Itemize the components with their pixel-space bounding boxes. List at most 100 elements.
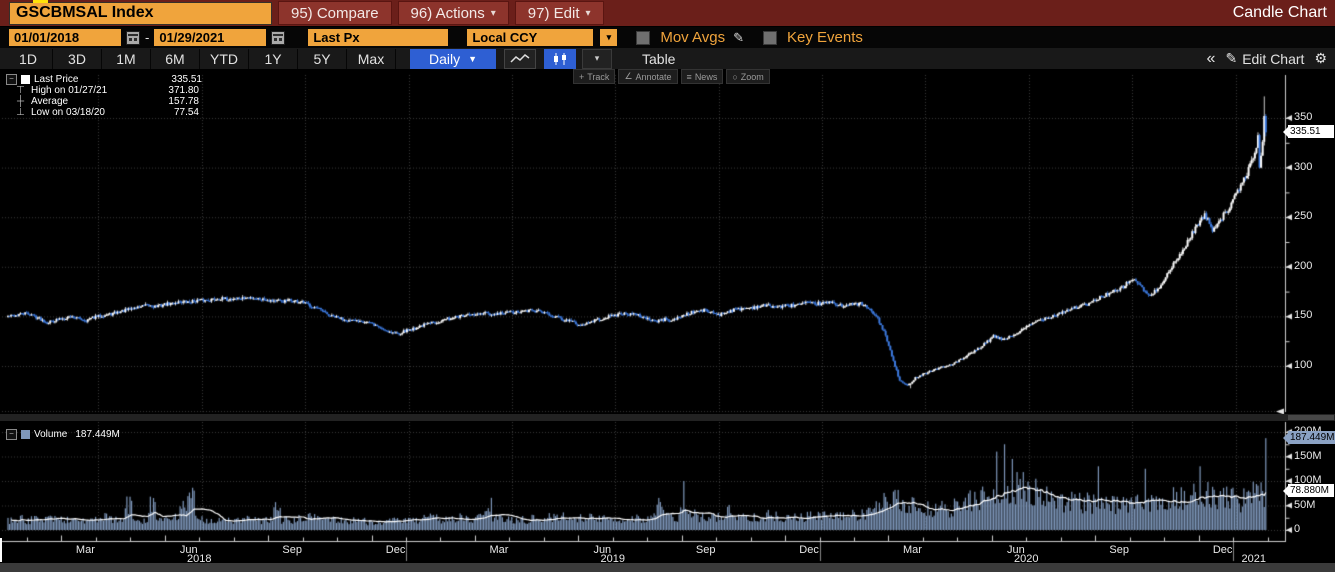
cursor-tick [33, 0, 48, 3]
table-button[interactable]: Table [642, 50, 676, 67]
range-button-ytd[interactable]: YTD [200, 48, 249, 69]
magnifier-icon: ○ [732, 71, 738, 82]
price-tick-label: 150 [1294, 309, 1313, 322]
gear-icon[interactable]: ⚙ [1314, 50, 1327, 66]
chevron-down-icon: ▾ [490, 7, 496, 19]
mov-avgs-checkbox[interactable] [636, 30, 651, 45]
range-button-3d[interactable]: 3D [53, 48, 102, 69]
candle-chart-icon [554, 52, 566, 65]
edit-label: 97) Edit [527, 4, 580, 22]
line-chart-icon [510, 53, 530, 63]
zoom-button[interactable]: ○ Zoom [726, 69, 770, 84]
news-button[interactable]: ≡ News [680, 69, 724, 84]
currency-dropdown-button[interactable]: ▾ [600, 29, 618, 46]
pencil-icon: ✎ [1225, 50, 1238, 66]
line-chart-type-button[interactable] [504, 48, 536, 69]
currency-field[interactable]: Local CCY [467, 29, 594, 46]
range-button-6m[interactable]: 6M [151, 48, 200, 69]
volume-tick-label: 100M [1294, 474, 1322, 486]
edit-button[interactable]: 97) Edit ▾ [514, 1, 604, 25]
calendar-icon[interactable] [126, 30, 140, 45]
ticker-input[interactable]: GSCBMSAL Index [9, 1, 272, 25]
low-marker-icon: ⊥ [16, 107, 25, 118]
volume-label: Volume [34, 429, 68, 440]
news-label: News [694, 71, 718, 82]
date-range-separator: - [145, 30, 150, 45]
pane-separator[interactable] [0, 414, 1335, 421]
last-price-swatch [21, 75, 30, 84]
month-tick-label: Jun [179, 544, 198, 556]
ticker-text: GSCBMSAL Index [16, 4, 154, 21]
security-field[interactable]: Last Px [308, 29, 449, 46]
legend-expander-icon[interactable]: − [6, 429, 17, 440]
month-tick-label: Mar [902, 544, 922, 556]
legend-value: 371.80 [168, 85, 199, 96]
month-tick-label: Jun [593, 544, 612, 556]
range-button-1d[interactable]: 1D [4, 48, 53, 69]
status-strip [0, 563, 1335, 572]
key-events-checkbox[interactable] [763, 30, 778, 45]
compare-label: 95) Compare [291, 4, 379, 22]
chevron-down-icon: ▾ [606, 32, 612, 42]
year-tick-label: 2019 [600, 553, 626, 565]
month-tick-label: Mar [489, 544, 509, 556]
compare-button[interactable]: 95) Compare [278, 1, 392, 25]
annotate-icon: ∠ [624, 71, 633, 81]
month-tick-label: Sep [695, 544, 716, 556]
range-button-1y[interactable]: 1Y [249, 48, 298, 69]
actions-button[interactable]: 96) Actions ▾ [397, 1, 509, 25]
date-from-value: 01/01/2018 [14, 30, 80, 45]
news-icon: ≡ [686, 71, 692, 82]
volume-legend: − Volume 187.449M [6, 429, 120, 440]
dropdown-arrow-icon: ▼ [468, 53, 478, 64]
legend-row-high: ⊤ High on 01/27/21 371.80 [6, 85, 202, 96]
mov-avgs-label: Mov Avgs [660, 29, 726, 46]
title-bar: GSCBMSAL Index 95) Compare 96) Actions ▾… [0, 0, 1335, 27]
high-marker-icon: ⊤ [16, 85, 25, 96]
month-tick-label: Mar [75, 544, 95, 556]
chart-type-more-dropdown[interactable]: ▾ [582, 48, 612, 69]
legend-expander-icon[interactable]: − [6, 74, 17, 85]
date-to-field[interactable]: 01/29/2021 [154, 29, 267, 46]
legend-value: 77.54 [173, 107, 199, 118]
legend-label: Last Price [34, 74, 79, 85]
legend-row-average: ┼ Average 157.78 [6, 96, 202, 107]
price-tick-label: 100 [1294, 359, 1313, 371]
price-tick-label: 250 [1294, 210, 1313, 223]
key-events-label: Key Events [787, 29, 863, 46]
volume-tick-label: 0 [1294, 523, 1301, 535]
volume-tick-label: 150M [1294, 449, 1322, 462]
price-tick-label: 350 [1294, 111, 1313, 123]
track-button[interactable]: + Track [573, 69, 616, 84]
volume-tick-label: 50M [1294, 498, 1316, 511]
calendar-icon[interactable] [271, 30, 286, 45]
window-edge [0, 538, 2, 562]
track-label: Track [587, 71, 610, 82]
legend-label: High on 01/27/21 [31, 85, 108, 96]
year-tick-label: 2020 [1014, 553, 1039, 565]
edit-chart-button[interactable]: ✎ Edit Chart [1225, 50, 1304, 67]
candle-chart-type-button[interactable] [544, 48, 576, 69]
range-button-max[interactable]: Max [347, 48, 396, 69]
page-title: Candle Chart [1232, 4, 1327, 21]
volume-ma-badge: 78.880M [1283, 484, 1334, 497]
year-tick-label: 2018 [187, 553, 212, 565]
year-tick-label: 2021 [1241, 553, 1266, 565]
chart-canvas[interactable] [0, 70, 1335, 572]
annotate-button[interactable]: ∠ Annotate [618, 69, 678, 84]
price-tick-label: 200 [1294, 259, 1313, 272]
pane-resize-handle[interactable] [1288, 415, 1334, 420]
date-from-field[interactable]: 01/01/2018 [9, 29, 121, 46]
range-button-1m[interactable]: 1M [102, 48, 151, 69]
collapse-panel-icon[interactable]: « [1206, 49, 1216, 67]
volume-value: 187.449M [75, 429, 120, 440]
price-legend: − Last Price 335.51 ⊤ High on 01/27/21 3… [6, 74, 202, 118]
edit-chart-label: Edit Chart [1242, 50, 1305, 67]
price-tick-label: 300 [1294, 160, 1313, 173]
last-price-badge: 335.51 [1283, 125, 1334, 138]
chevron-down-icon: ▾ [594, 53, 600, 63]
pencil-icon[interactable]: ✎ [733, 29, 745, 45]
range-button-5y[interactable]: 5Y [298, 48, 347, 69]
frequency-dropdown[interactable]: Daily ▼ [410, 48, 496, 69]
